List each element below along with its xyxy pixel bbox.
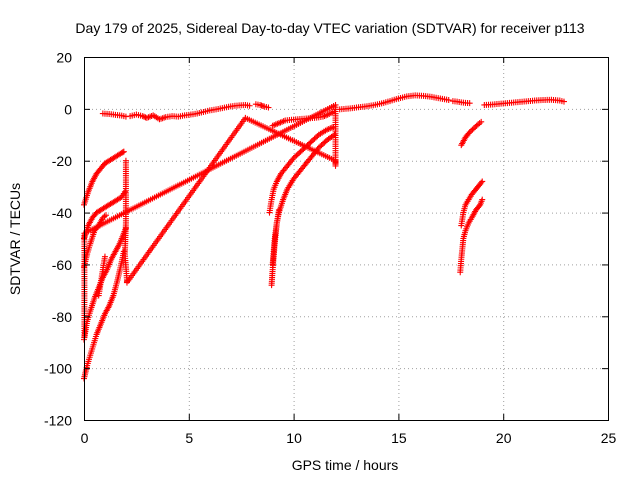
x-tick-label: 25 <box>601 430 617 446</box>
data-point <box>466 129 473 136</box>
data-point <box>315 144 322 151</box>
y-tick-label: 0 <box>64 101 72 117</box>
data-point <box>141 113 148 120</box>
data-point <box>275 206 282 213</box>
data-point <box>445 97 452 104</box>
y-axis-ticks: -120 -100 -80 -60 -40 -20 0 20 <box>44 50 608 429</box>
y-tick-label: -40 <box>52 205 72 221</box>
y-tick-label: -60 <box>52 257 72 273</box>
data-series <box>481 96 567 108</box>
data-series <box>127 101 253 123</box>
data-series <box>336 92 452 113</box>
x-tick-label: 20 <box>496 430 512 446</box>
data-point <box>293 152 300 159</box>
data-point <box>296 149 303 156</box>
data-point <box>310 136 317 143</box>
y-tick-label: 20 <box>56 50 72 66</box>
y-tick-label: -20 <box>52 153 72 169</box>
data-point <box>469 126 476 133</box>
data-series <box>449 98 473 107</box>
data-point <box>479 196 486 203</box>
data-point <box>560 98 567 105</box>
data-series <box>457 196 486 276</box>
data-point <box>119 149 126 156</box>
data-point <box>139 113 146 120</box>
data-series <box>269 108 338 129</box>
data-point <box>290 155 297 162</box>
plot-frame <box>84 57 609 421</box>
data-series <box>81 101 339 341</box>
data-point <box>121 188 128 195</box>
data-point <box>478 179 485 186</box>
data-point <box>101 253 108 260</box>
data-point <box>120 148 127 155</box>
data-series <box>252 101 272 111</box>
x-axis-label: GPS time / hours <box>292 457 399 473</box>
data-point <box>308 138 315 145</box>
data-point <box>305 140 312 147</box>
data-point <box>468 127 475 134</box>
data-point <box>473 122 480 129</box>
data-point <box>312 134 319 141</box>
data-point <box>317 143 324 150</box>
data-point <box>103 212 110 219</box>
data-series <box>458 118 485 149</box>
data-series <box>99 110 129 120</box>
data-point <box>319 140 326 147</box>
data-point <box>291 153 298 160</box>
data-point <box>314 133 321 140</box>
data-point <box>321 139 328 146</box>
chart-title: Day 179 of 2025, Sidereal Day-to-day VTE… <box>75 20 584 36</box>
x-tick-label: 5 <box>185 430 193 446</box>
data-point <box>311 135 318 142</box>
x-tick-label: 0 <box>81 430 89 446</box>
data-point <box>265 104 272 111</box>
data-point <box>476 203 483 210</box>
data-point <box>318 142 325 149</box>
data-point <box>246 102 253 109</box>
data-point <box>466 100 473 107</box>
data-series <box>458 178 486 229</box>
data-series <box>81 248 127 382</box>
y-tick-label: -80 <box>52 309 72 325</box>
data-point <box>298 147 305 154</box>
data-point <box>478 118 485 125</box>
data-series <box>95 253 108 299</box>
data-point <box>472 124 479 131</box>
data-series <box>268 206 282 289</box>
data-series <box>81 225 129 343</box>
y-tick-label: -120 <box>44 413 72 429</box>
y-axis-label: SDTVAR / TECUs <box>7 183 23 295</box>
data-point <box>294 151 301 158</box>
data-point <box>307 139 314 146</box>
data-series <box>81 188 128 242</box>
data-points <box>81 92 567 382</box>
data-point <box>470 125 477 132</box>
y-tick-label: -100 <box>44 361 72 377</box>
data-point <box>297 148 304 155</box>
x-tick-label: 10 <box>286 430 302 446</box>
data-point <box>479 178 486 185</box>
x-tick-label: 15 <box>391 430 407 446</box>
x-axis-ticks: 0 5 10 15 20 25 <box>81 57 617 446</box>
